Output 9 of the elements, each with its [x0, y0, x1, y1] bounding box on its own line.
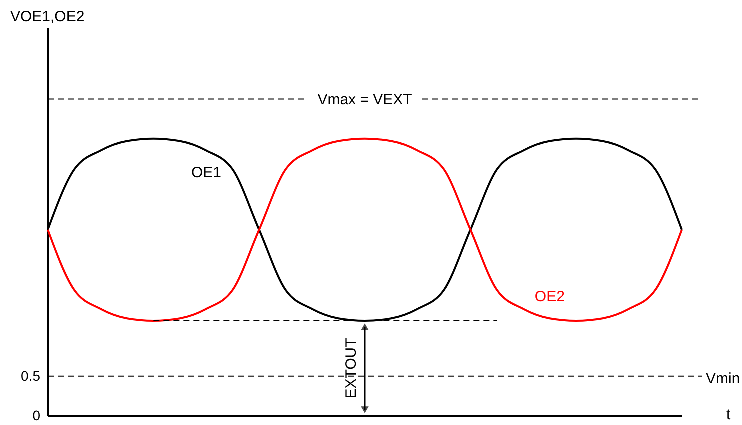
y-tick-label: 0 [32, 408, 41, 424]
series-label: OE2 [534, 288, 565, 306]
series-label: OE1 [191, 164, 222, 182]
ref-line-label: Vmax = VEXT [318, 91, 412, 108]
x-axis-title: t [726, 406, 732, 424]
y-tick-label: 0.5 [21, 368, 41, 384]
ref-line-label: Vmin [706, 370, 740, 388]
annotation: EXTOUT [343, 338, 360, 399]
y-axis-title: VOE1,OE2 [10, 8, 85, 26]
